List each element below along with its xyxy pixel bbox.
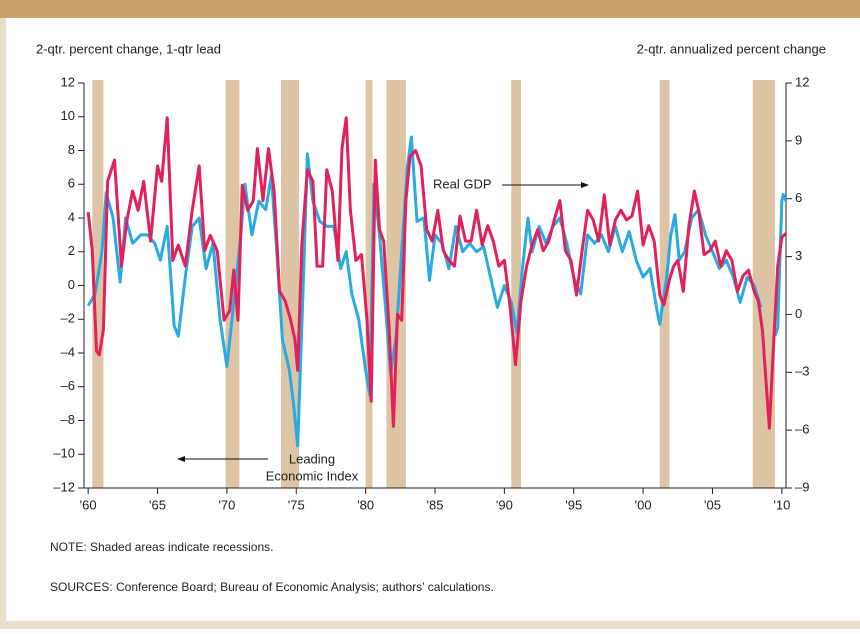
x-tick-label: '00 [635, 497, 652, 512]
x-tick-label: '60 [80, 497, 97, 512]
y2-tick-label: 9 [795, 132, 802, 147]
y-tick-label: 12 [61, 74, 75, 89]
y2-tick-label: 12 [795, 74, 809, 89]
y-tick-label: –6 [61, 378, 75, 393]
y2-tick-label: –3 [795, 364, 809, 379]
y-tick-label: –8 [61, 412, 75, 427]
y2-tick-label: –6 [795, 422, 809, 437]
y-tick-label: 10 [61, 108, 75, 123]
x-tick-label: '75 [288, 497, 305, 512]
x-tick-label: '90 [496, 497, 513, 512]
y-tick-label: 8 [68, 142, 75, 157]
y-tick-label: –2 [61, 311, 75, 326]
x-tick-label: '80 [357, 497, 374, 512]
y-tick-label: –4 [61, 344, 75, 359]
y-tick-label: –10 [53, 446, 75, 461]
x-tick-label: '85 [427, 497, 444, 512]
y-tick-label: 0 [68, 277, 75, 292]
note: NOTE: Shaded areas indicate recessions. [50, 540, 273, 554]
x-tick-label: '05 [704, 497, 721, 512]
left-border [0, 18, 6, 629]
x-tick-label: '95 [565, 497, 582, 512]
source: SOURCES: Conference Board; Bureau of Eco… [50, 580, 494, 594]
annotation: Real GDP [433, 176, 492, 191]
y-tick-label: –12 [53, 479, 75, 494]
series-line [86, 135, 788, 448]
series-line [86, 116, 788, 430]
y-tick-label: 6 [68, 176, 75, 191]
recession-band [752, 80, 775, 488]
recession-band [365, 80, 373, 488]
top-band [0, 0, 860, 18]
y2-tick-label: –9 [795, 479, 809, 494]
x-tick-label: '10 [773, 497, 790, 512]
y2-tick-label: 6 [795, 190, 802, 205]
y-axis-title: 2-qtr. percent change, 1-qtr lead [36, 41, 221, 56]
y2-tick-label: 0 [795, 306, 802, 321]
recession-band [511, 80, 522, 488]
bottom-border [0, 621, 860, 629]
x-tick-label: '65 [149, 497, 166, 512]
y2-axis-title: 2-qtr. annualized percent change [637, 41, 826, 56]
annotation: Economic Index [266, 468, 359, 483]
y2-tick-label: 3 [795, 248, 802, 263]
y-tick-label: 4 [68, 209, 75, 224]
recession-band [281, 80, 300, 488]
annotation: Leading [289, 451, 335, 466]
x-tick-label: '70 [218, 497, 235, 512]
y-tick-label: 2 [68, 243, 75, 258]
